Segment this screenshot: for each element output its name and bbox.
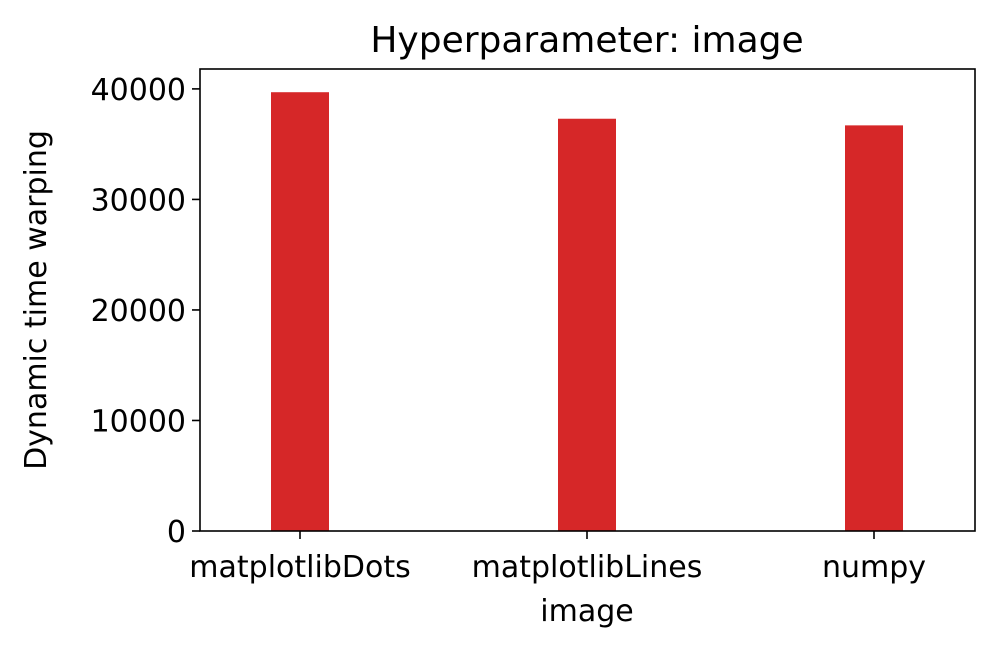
y-axis-label: Dynamic time warping bbox=[19, 130, 54, 470]
y-tick-label: 10000 bbox=[91, 404, 186, 439]
plot-frame bbox=[199, 68, 976, 532]
x-axis-ticks: matplotlibDots matplotlibLines numpy bbox=[189, 531, 926, 585]
y-axis-ticks: 0 10000 20000 30000 40000 bbox=[91, 73, 200, 550]
x-axis-label: image bbox=[540, 594, 633, 629]
y-tick-label: 0 bbox=[167, 515, 186, 550]
bar-group bbox=[271, 92, 903, 532]
y-tick-label: 20000 bbox=[91, 294, 186, 329]
bar-matplotlibDots bbox=[271, 92, 329, 532]
chart-title: Hyperparameter: image bbox=[370, 20, 803, 61]
x-tick-label: numpy bbox=[822, 550, 926, 585]
x-tick-label: matplotlibDots bbox=[189, 550, 410, 585]
bar-numpy bbox=[845, 125, 903, 532]
x-tick-label: matplotlibLines bbox=[472, 550, 703, 585]
y-tick-label: 40000 bbox=[91, 73, 186, 108]
y-tick-label: 30000 bbox=[91, 183, 186, 218]
bar-matplotlibLines bbox=[558, 118, 616, 531]
